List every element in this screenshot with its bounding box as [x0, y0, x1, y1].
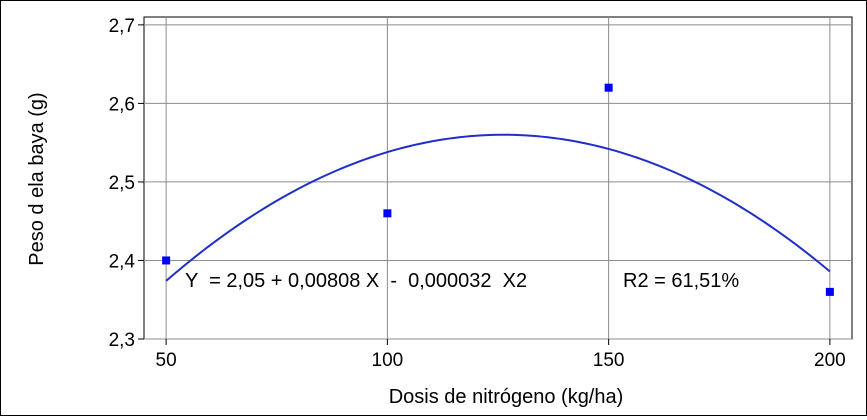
regression-equation: Y = 2,05 + 0,00808 X - 0,000032 X2 — [185, 270, 527, 292]
x-axis-title: Dosis de nitrógeno (kg/ha) — [389, 386, 624, 408]
y-tick-label: 2,6 — [109, 94, 135, 115]
data-point — [383, 209, 392, 218]
x-tick-label: 200 — [814, 350, 846, 371]
grid-lines — [144, 17, 852, 340]
data-points — [162, 83, 834, 296]
y-tick-label: 2,7 — [109, 16, 135, 37]
plot-area — [143, 16, 853, 340]
fit-curve — [165, 133, 831, 282]
r-squared-label: R2 = 61,51% — [623, 270, 739, 292]
x-tick-label: 150 — [593, 350, 625, 371]
data-point — [162, 256, 171, 265]
y-tick-label: 2,5 — [109, 173, 135, 194]
axis-ticks — [138, 24, 831, 345]
y-axis-title: Peso d ela baya (g) — [26, 92, 48, 265]
y-tick-label: 2,4 — [109, 251, 136, 272]
data-point — [825, 287, 834, 296]
x-tick-labels: 50 100 150 200 — [156, 350, 846, 371]
x-tick-label: 50 — [156, 350, 177, 371]
y-tick-label: 2,3 — [109, 330, 135, 351]
x-tick-label: 100 — [372, 350, 404, 371]
data-point — [604, 83, 613, 92]
y-tick-labels: 2,3 2,4 2,5 2,6 2,7 — [109, 16, 136, 351]
